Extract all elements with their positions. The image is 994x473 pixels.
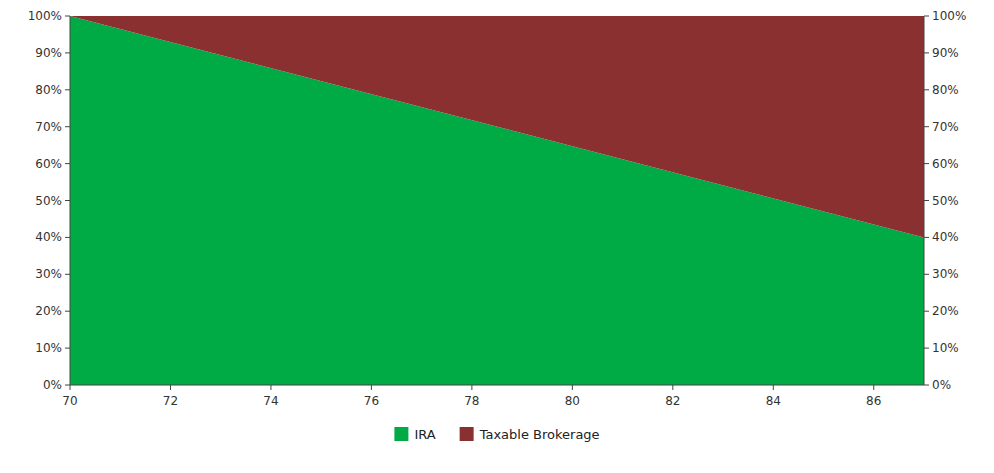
y-tick xyxy=(65,200,70,201)
x-tick xyxy=(672,385,673,390)
y-tick xyxy=(65,16,70,17)
chart: 70 72 74 76 78 80 82 84 86 0% 10% 20% 30% 40% 50% 60% 70… xyxy=(0,0,994,473)
x-tick-label: 82 xyxy=(665,394,680,408)
y-tick xyxy=(65,237,70,238)
x-tick xyxy=(70,385,71,390)
y2-tick xyxy=(924,237,929,238)
y2-tick xyxy=(924,274,929,275)
x-tick-label: 72 xyxy=(163,394,178,408)
y-tick-label: 20% xyxy=(35,304,62,318)
y2-tick xyxy=(924,16,929,17)
y-tick-label: 50% xyxy=(35,194,62,208)
x-tick xyxy=(572,385,573,390)
y2-tick-label: 30% xyxy=(932,267,959,281)
y2-tick-label: 0% xyxy=(932,378,951,392)
x-tick-label: 70 xyxy=(62,394,77,408)
x-tick xyxy=(471,385,472,390)
y-tick-label: 70% xyxy=(35,120,62,134)
y-tick-label: 100% xyxy=(28,9,62,23)
y-tick-label: 0% xyxy=(43,378,62,392)
y2-tick-label: 20% xyxy=(932,304,959,318)
y2-tick xyxy=(924,163,929,164)
y-tick xyxy=(65,126,70,127)
y-tick xyxy=(65,163,70,164)
x-axis-line xyxy=(70,385,924,386)
y2-tick-label: 40% xyxy=(932,230,959,244)
y-tick-label: 40% xyxy=(35,230,62,244)
legend-label: Taxable Brokerage xyxy=(479,427,600,442)
y2-tick xyxy=(924,385,929,386)
x-tick xyxy=(873,385,874,390)
y-tick-label: 90% xyxy=(35,46,62,60)
x-tick-label: 86 xyxy=(866,394,881,408)
y-tick-label: 30% xyxy=(35,267,62,281)
legend-item: IRA xyxy=(394,427,435,442)
x-tick-label: 76 xyxy=(364,394,379,408)
x-tick xyxy=(371,385,372,390)
y2-tick-label: 60% xyxy=(932,157,959,171)
y2-tick-label: 100% xyxy=(932,9,966,23)
x-tick xyxy=(170,385,171,390)
y2-tick-label: 90% xyxy=(932,46,959,60)
y-tick xyxy=(65,348,70,349)
y-tick-label: 80% xyxy=(35,83,62,97)
legend-item: Taxable Brokerage xyxy=(460,427,600,442)
y-tick-label: 10% xyxy=(35,341,62,355)
y2-tick xyxy=(924,126,929,127)
x-tick xyxy=(270,385,271,390)
legend-swatch xyxy=(394,427,408,441)
y2-tick xyxy=(924,89,929,90)
y-tick xyxy=(65,52,70,53)
x-tick-label: 74 xyxy=(263,394,278,408)
legend-swatch xyxy=(460,427,474,441)
legend-label: IRA xyxy=(414,427,435,442)
legend: IRA Taxable Brokerage xyxy=(394,427,599,442)
y2-tick-label: 80% xyxy=(932,83,959,97)
y2-tick-label: 10% xyxy=(932,341,959,355)
y2-tick-label: 70% xyxy=(932,120,959,134)
x-tick-label: 84 xyxy=(766,394,781,408)
y-tick xyxy=(65,311,70,312)
y2-tick-label: 50% xyxy=(932,194,959,208)
x-tick-label: 80 xyxy=(565,394,580,408)
area xyxy=(70,16,924,237)
y2-tick xyxy=(924,52,929,53)
plot-area xyxy=(70,16,924,385)
y2-tick xyxy=(924,311,929,312)
y2-tick xyxy=(924,348,929,349)
x-tick-label: 78 xyxy=(464,394,479,408)
y-tick xyxy=(65,89,70,90)
x-tick xyxy=(773,385,774,390)
y-tick xyxy=(65,274,70,275)
y2-tick xyxy=(924,200,929,201)
y-tick-label: 60% xyxy=(35,157,62,171)
y-tick xyxy=(65,385,70,386)
area xyxy=(70,16,924,385)
